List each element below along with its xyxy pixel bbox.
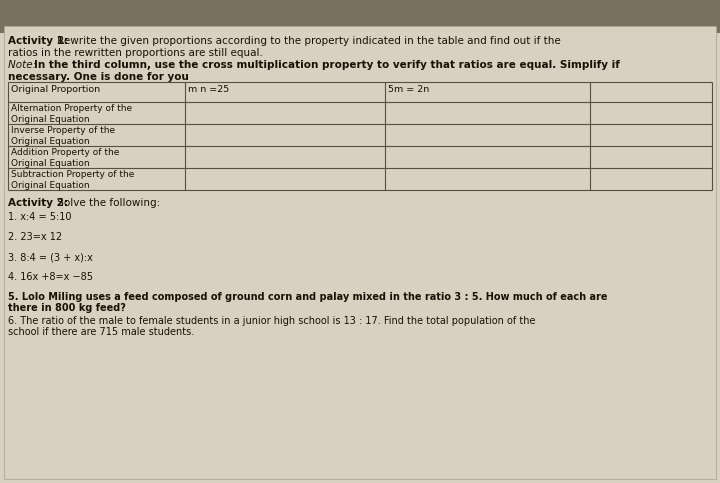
Text: Original Proportion: Original Proportion	[11, 85, 100, 94]
Text: Alternation Property of the
Original Equation: Alternation Property of the Original Equ…	[11, 104, 132, 124]
Text: 6. The ratio of the male to female students in a junior high school is 13 : 17. : 6. The ratio of the male to female stude…	[8, 316, 536, 326]
Text: Activity 2:: Activity 2:	[8, 198, 68, 208]
Text: 5m = 2n: 5m = 2n	[388, 85, 429, 94]
Text: m n =25: m n =25	[188, 85, 229, 94]
Text: 4. 16x +8=x −85: 4. 16x +8=x −85	[8, 272, 93, 282]
Text: Inverse Property of the
Original Equation: Inverse Property of the Original Equatio…	[11, 126, 115, 146]
Text: Note:: Note:	[8, 60, 40, 70]
Text: 2. 23=x 12: 2. 23=x 12	[8, 232, 62, 242]
Text: there in 800 kg feed?: there in 800 kg feed?	[8, 303, 126, 313]
Text: 1. x:4 = 5:10: 1. x:4 = 5:10	[8, 212, 71, 222]
Text: 5. Lolo Miling uses a feed composed of ground corn and palay mixed in the ratio : 5. Lolo Miling uses a feed composed of g…	[8, 292, 608, 302]
Text: Subtraction Property of the
Original Equation: Subtraction Property of the Original Equ…	[11, 170, 135, 190]
Text: necessary. One is done for you: necessary. One is done for you	[8, 72, 189, 82]
Text: ratios in the rewritten proportions are still equal.: ratios in the rewritten proportions are …	[8, 48, 263, 58]
Text: Solve the following:: Solve the following:	[54, 198, 161, 208]
Text: In the third column, use the cross multiplication property to verify that ratios: In the third column, use the cross multi…	[34, 60, 620, 70]
FancyBboxPatch shape	[4, 26, 716, 479]
Text: Activity 1:: Activity 1:	[8, 36, 68, 46]
Text: 3. 8:4 = (3 + x):x: 3. 8:4 = (3 + x):x	[8, 252, 93, 262]
Text: school if there are 715 male students.: school if there are 715 male students.	[8, 327, 194, 337]
Text: Rewrite the given proportions according to the property indicated in the table a: Rewrite the given proportions according …	[54, 36, 561, 46]
FancyBboxPatch shape	[0, 0, 720, 33]
Text: Addition Property of the
Original Equation: Addition Property of the Original Equati…	[11, 148, 120, 168]
